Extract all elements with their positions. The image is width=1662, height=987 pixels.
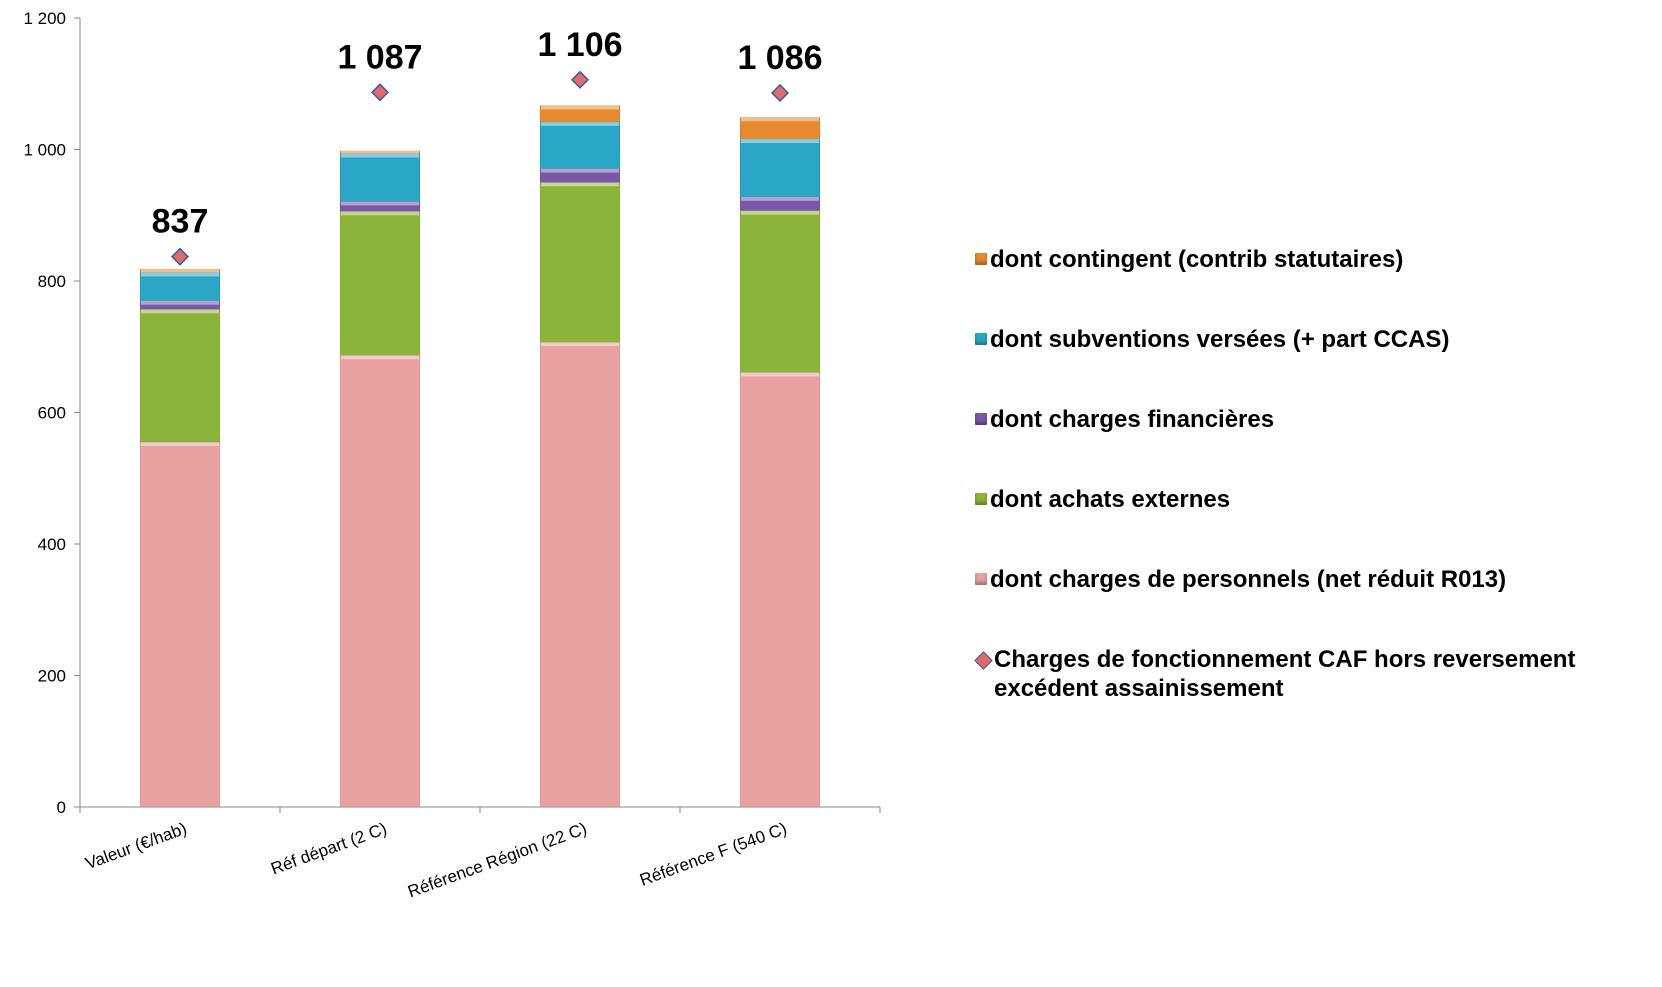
bar-segment-highlight: [341, 355, 419, 360]
line-marker-diamond: [570, 70, 590, 89]
bar-segment-highlight: [741, 196, 819, 201]
bar-segment-highlight: [741, 372, 819, 377]
legend-label-charges-financieres: dont charges financières: [990, 406, 1275, 433]
y-tick-label: 200: [38, 667, 66, 686]
bar-segment: [339, 150, 421, 154]
line-marker-diamond: [370, 83, 390, 102]
legend-label-charges-personnels: dont charges de personnels (net réduit R…: [990, 566, 1507, 593]
bar-segment: [139, 272, 221, 302]
bar-segment: [739, 116, 821, 140]
line-marker-diamond: [770, 83, 790, 103]
bar-segment: [139, 268, 221, 273]
legend-label-achats-externes: dont achats externes: [990, 486, 1231, 513]
y-tick-label: 800: [38, 272, 66, 291]
bar-segment-highlight: [341, 201, 419, 206]
bar-segment-highlight: [341, 211, 419, 216]
bar-segment: [539, 182, 621, 343]
y-tick-label: 1 200: [23, 9, 66, 28]
legend-item-charges-personnels: dont charges de personnels (net réduit R…: [975, 565, 1655, 645]
legend-swatch-charges-personnels: [975, 573, 987, 585]
bar-segment: [339, 211, 421, 356]
bar-segment-highlight: [141, 300, 219, 305]
total-data-label: 1 086: [737, 39, 822, 77]
bar-segment: [739, 210, 821, 373]
total-data-label: 1 087: [337, 38, 422, 76]
bar-segment: [739, 138, 821, 198]
bar-segment-highlight: [141, 272, 219, 277]
bar-segment-highlight: [741, 138, 819, 143]
bar-segment: [139, 308, 221, 443]
legend-item-subventions: dont subventions versées (+ part CCAS): [975, 325, 1655, 405]
legend-item-achats-externes: dont achats externes: [975, 485, 1655, 565]
y-tick-label: 1 000: [23, 141, 66, 160]
bar-segment-highlight: [141, 442, 219, 447]
bar-segment-highlight: [141, 309, 219, 314]
legend-label-contingent: dont contingent (contrib statutaires): [990, 246, 1404, 273]
bar-segment-highlight: [341, 150, 419, 154]
legend-swatch-achats-externes: [975, 493, 987, 505]
legend: dont contingent (contrib statutaires) do…: [974, 245, 1655, 725]
stacked-bar-chart: 0 200 400 600 800 1 000 1 200 Valeur (€/hab) Réf…: [23, 9, 881, 901]
bar-segment: [539, 121, 621, 169]
bar-segment: [539, 341, 621, 808]
plot-area: 0 200 400 600 800 1 000 1 200 Valeur (€/hab) Réf…: [23, 9, 881, 901]
legend-item-charges-fonctionnement: Charges de fonctionnement CAF hors rever…: [974, 645, 1655, 725]
bar-segment-highlight: [741, 210, 819, 215]
x-category-label: Réf départ (2 C): [268, 819, 389, 879]
y-tick-label: 400: [38, 535, 66, 554]
bar-segment-highlight: [741, 117, 819, 122]
bar-segment-highlight: [541, 182, 619, 187]
bar-segment-highlight: [541, 168, 619, 173]
legend-label-subventions: dont subventions versées (+ part CCAS): [990, 326, 1450, 353]
legend-swatch-charges-financieres: [975, 413, 987, 425]
bar-segment-highlight: [141, 269, 219, 273]
y-tick-label: 0: [57, 798, 66, 817]
bar-segment: [539, 105, 621, 123]
bar-segment-highlight: [541, 121, 619, 126]
x-category-label: Référence F (540 C): [637, 819, 789, 890]
total-data-label: 837: [152, 203, 209, 241]
bar-segment-highlight: [541, 105, 619, 110]
bar-segment: [339, 153, 421, 202]
y-tick-label: 600: [38, 404, 66, 423]
bar-segment: [339, 354, 421, 808]
bar-segment: [139, 441, 221, 808]
bar-segment-highlight: [541, 342, 619, 347]
x-category-label: Valeur (€/hab): [83, 819, 190, 873]
legend-item-contingent: dont contingent (contrib statutaires): [975, 245, 1655, 325]
legend-label-charges-fonctionnement: Charges de fonctionnement CAF hors rever…: [994, 646, 1576, 702]
bar-segment-highlight: [341, 153, 419, 158]
total-data-label: 1 106: [537, 26, 622, 64]
legend-swatch-contingent: [975, 253, 987, 265]
legend-swatch-subventions: [975, 333, 987, 345]
bar-segment: [739, 372, 821, 808]
legend-item-charges-financieres: dont charges financières: [975, 405, 1655, 485]
x-category-label: Référence Région (22 C): [405, 819, 589, 901]
line-marker-diamond: [170, 247, 190, 266]
legend-diamond-marker: [974, 651, 993, 670]
